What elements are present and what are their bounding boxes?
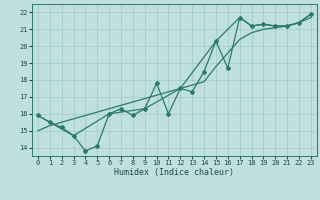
- X-axis label: Humidex (Indice chaleur): Humidex (Indice chaleur): [115, 168, 234, 177]
